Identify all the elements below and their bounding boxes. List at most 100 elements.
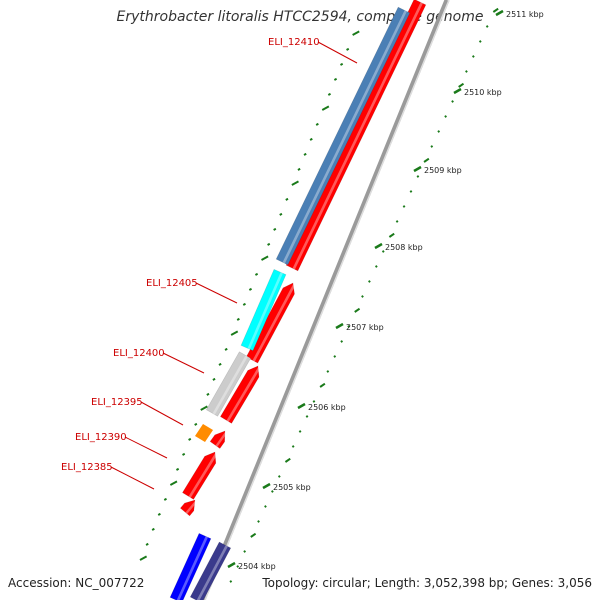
- backbone-shine: [204, 0, 450, 600]
- tick-right-31: [444, 115, 447, 118]
- tick-left-9: [194, 422, 198, 426]
- tick-left-13: [218, 362, 222, 366]
- tick-right-24: [395, 220, 399, 223]
- cds-red-5: [182, 451, 217, 500]
- tick-left-8: [188, 437, 192, 441]
- tick-right-34: [465, 70, 468, 73]
- gene-label-ELI_12385: ELI_12385: [61, 462, 113, 473]
- tick-left-32: [333, 77, 338, 81]
- tick-right-32: [451, 100, 454, 103]
- gene-band-ELI_12400: [205, 351, 252, 417]
- tick-left-10: [200, 405, 208, 411]
- tick-right-25: [402, 205, 406, 208]
- gene-band-blue-bottom-highlight: [176, 536, 208, 600]
- tick-right-20: [368, 280, 371, 283]
- tick-left-35: [352, 30, 360, 36]
- tick-left-1: [145, 542, 149, 546]
- gene-label-ELI_12410: ELI_12410: [268, 37, 320, 48]
- tick-left-27: [303, 152, 307, 156]
- gene-band-navy-bottom-highlight: [196, 545, 228, 600]
- scale-label-2509: 2509 kbp: [424, 166, 462, 175]
- tick-left-7: [182, 452, 186, 456]
- scale-label-2505: 2505 kbp: [273, 483, 311, 492]
- gene-band-ELI_12410-highlight: [282, 10, 407, 264]
- top-fade: [418, 0, 448, 20]
- gene-label-ELI_12400: ELI_12400: [113, 348, 165, 359]
- gene-band-blue-bottom: [169, 532, 212, 600]
- scale-major-tick-2511: [495, 9, 504, 17]
- tick-left-30: [321, 105, 330, 111]
- tick-right-28: [423, 157, 430, 163]
- gene-leader-ELI_12395: [140, 401, 184, 426]
- cds-red-4: [209, 430, 226, 449]
- tick-right-29: [430, 145, 434, 148]
- scale-label-2511: 2511 kbp: [506, 10, 544, 19]
- scale-major-tick-2506: [297, 402, 306, 410]
- tick-left-5: [169, 480, 178, 486]
- tick-right-27: [416, 175, 420, 178]
- tick-right-8: [284, 457, 291, 463]
- tick-left-6: [175, 467, 180, 471]
- cds-red-3: [219, 365, 260, 424]
- tick-right-17: [347, 325, 350, 328]
- cds-red-5-highlight: [188, 452, 218, 498]
- gene-band-ELI_12395: [195, 424, 213, 442]
- scale-major-tick-2508: [374, 242, 383, 250]
- gene-leader-ELI_12405: [195, 282, 238, 304]
- gene-leader-ELI_12390: [124, 436, 168, 459]
- tick-right-1: [236, 565, 240, 568]
- tick-left-11: [206, 392, 210, 396]
- tick-left-21: [267, 242, 271, 246]
- tick-left-17: [242, 302, 246, 306]
- tick-left-26: [297, 167, 301, 171]
- gene-band-ELI_12410: [275, 6, 411, 266]
- cds-red-4-highlight: [215, 431, 228, 447]
- gene-label-ELI_12395: ELI_12395: [91, 397, 143, 408]
- tick-right-11: [305, 415, 309, 418]
- tick-left-16: [236, 317, 240, 321]
- tick-right-6: [271, 490, 274, 493]
- tick-left-34: [346, 47, 350, 51]
- gene-label-ELI_12405: ELI_12405: [146, 278, 198, 289]
- gene-leader-ELI_12385: [110, 466, 155, 490]
- tick-left-15: [230, 330, 239, 336]
- tick-right-4: [257, 520, 260, 523]
- gene-label-ELI_12390: ELI_12390: [75, 432, 127, 443]
- tick-right-3: [250, 532, 257, 538]
- scale-major-tick-2510: [453, 87, 462, 95]
- tick-right-26: [409, 190, 413, 193]
- tick-left-23: [279, 212, 283, 216]
- cds-red-6: [179, 499, 196, 517]
- topology-text: Topology: circular; Length: 3,052,398 bp…: [262, 576, 592, 590]
- tick-right-0: [229, 580, 233, 583]
- tick-right-23: [388, 232, 395, 238]
- tick-left-29: [315, 122, 319, 126]
- gene-band-navy-bottom: [189, 541, 232, 600]
- tick-right-22: [381, 250, 385, 253]
- tick-left-24: [285, 197, 289, 201]
- tick-left-2: [151, 527, 155, 531]
- tick-left-0: [139, 555, 148, 561]
- tick-left-33: [339, 62, 344, 66]
- tick-left-18: [248, 287, 253, 291]
- cds-red-2: [245, 282, 295, 364]
- tick-left-25: [291, 180, 299, 186]
- scale-label-2508: 2508 kbp: [385, 243, 423, 252]
- gene-band-ELI_12405-highlight: [247, 272, 283, 350]
- tick-right-33: [458, 82, 465, 88]
- tick-left-12: [212, 377, 216, 381]
- tick-left-20: [261, 255, 269, 261]
- tick-right-30: [437, 130, 441, 133]
- tick-left-31: [327, 92, 332, 96]
- tick-right-21: [374, 265, 378, 268]
- tick-right-12: [312, 400, 316, 403]
- cds-red-top-highlight: [292, 2, 423, 270]
- accession-text: Accession: NC_007722: [8, 576, 145, 590]
- scale-label-2504: 2504 kbp: [238, 562, 276, 571]
- tick-left-4: [163, 497, 167, 501]
- tick-right-18: [354, 307, 361, 313]
- scale-label-2510: 2510 kbp: [464, 88, 502, 97]
- tick-right-38: [492, 7, 499, 13]
